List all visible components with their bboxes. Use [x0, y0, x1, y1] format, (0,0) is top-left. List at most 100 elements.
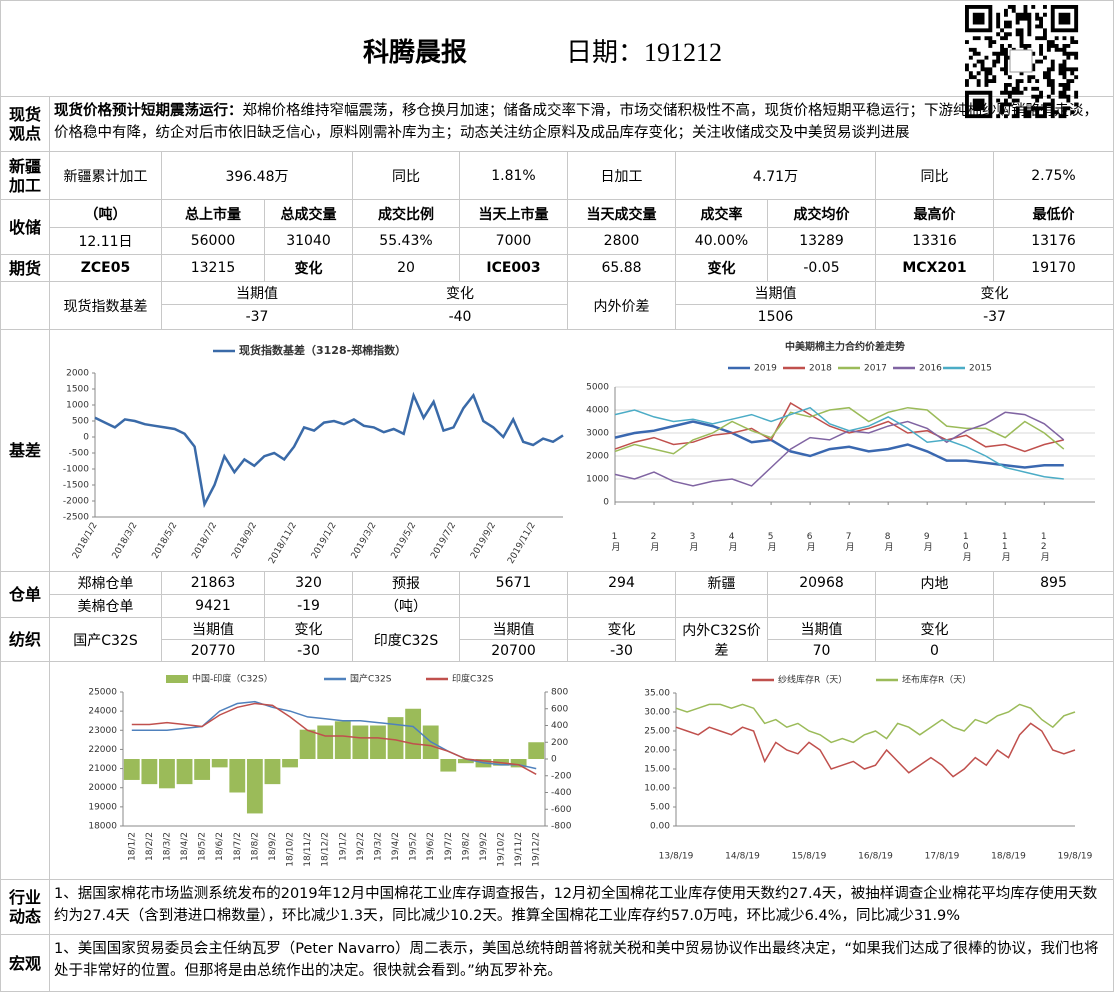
- x-tick-label: 18/2/2: [145, 832, 155, 861]
- x-tick-label: 2月: [649, 532, 660, 552]
- x-tick-label: 1月: [610, 532, 621, 552]
- x-tick-label: 19/1/2: [338, 832, 348, 861]
- y-tick-label: 5000: [586, 383, 609, 393]
- table-cell: -30: [265, 640, 353, 662]
- y-tick-label: 1000: [586, 475, 609, 485]
- qr-logo: [1009, 49, 1033, 73]
- table-cell: 变化: [676, 255, 768, 282]
- table-cell: 成交比例: [353, 200, 460, 228]
- y2-tick-label: -800: [551, 822, 572, 832]
- series-line: [94, 391, 564, 509]
- bar: [440, 759, 457, 772]
- x-tick-label: 15/8/19: [792, 852, 827, 862]
- x-tick-label: 10月: [961, 532, 972, 562]
- x-tick-label: 19/9/2: [479, 832, 489, 861]
- x-tick-label: 2018/9/2: [230, 521, 259, 561]
- x-tick-label: 19/7/2: [444, 832, 454, 861]
- legend-label: 纱线库存R（天）: [778, 674, 847, 686]
- table-cell: 396.48万: [162, 152, 353, 200]
- y-tick-label: 20000: [88, 783, 117, 793]
- y-tick-label: 20.00: [644, 746, 670, 756]
- series-line: [614, 406, 1065, 455]
- x-tick-label: 18/1/2: [127, 832, 137, 861]
- y-tick-label: -1500: [63, 481, 89, 491]
- legend-label: 2015: [969, 364, 992, 374]
- legend-label: 2019: [754, 364, 777, 374]
- table-cell: 最高价: [876, 200, 994, 228]
- table-cell: 内外C32S价差: [676, 618, 768, 662]
- y-tick-label: 0: [603, 498, 609, 508]
- series-line: [614, 411, 1065, 487]
- table-cell: [768, 595, 876, 618]
- table-cell: 4.71万: [676, 152, 876, 200]
- table-cell: 55.43%: [353, 228, 460, 255]
- table-cell: 变化: [265, 255, 353, 282]
- table-cell: 0: [876, 640, 994, 662]
- series-line: [675, 722, 1076, 778]
- y2-tick-label: -200: [551, 771, 572, 781]
- table-cell: 13215: [162, 255, 265, 282]
- table-cell: 当期值: [460, 618, 568, 640]
- table-cell: 郑棉仓单: [50, 572, 162, 595]
- chart-title: 中美期棉主力合约价差走势: [785, 340, 905, 353]
- x-tick-label: 16/8/19: [858, 852, 893, 862]
- x-tick-label: 12月: [1039, 532, 1050, 562]
- table-cell: -40: [353, 305, 568, 330]
- y-tick-label: -500: [69, 449, 90, 459]
- x-tick-label: 18/3/2: [162, 832, 172, 861]
- table-cell: 20770: [162, 640, 265, 662]
- bar: [405, 708, 422, 759]
- x-tick-label: 19/2/2: [356, 832, 366, 861]
- table-cell: 13316: [876, 228, 994, 255]
- x-tick-label: 19/12/2: [532, 832, 542, 867]
- table-cell: MCX201: [876, 255, 994, 282]
- bar: [317, 725, 334, 759]
- table-cell: 12.11日: [50, 228, 162, 255]
- table-cell: 65.88: [568, 255, 676, 282]
- text: 现货价格预计短期震荡运行：: [54, 103, 243, 119]
- legend-label: 2018: [809, 364, 832, 374]
- table-cell: 20700: [460, 640, 568, 662]
- table-cell: 同比: [876, 152, 994, 200]
- table-cell: -30: [568, 640, 676, 662]
- table-cell: 294: [568, 572, 676, 595]
- x-tick-label: 18/10/2: [286, 832, 296, 867]
- section-label: 行业动态: [0, 880, 50, 935]
- legend-label: 2016: [919, 364, 942, 374]
- bar: [299, 729, 316, 759]
- spot-view: 现货价格预计短期震荡运行：郑棉价格维持窄幅震荡，移仓换月加速；储备成交率下滑，市…: [50, 97, 1114, 152]
- table-cell: 变化: [265, 618, 353, 640]
- table-cell: -19: [265, 595, 353, 618]
- y2-tick-label: 200: [551, 738, 568, 748]
- table-cell: 70: [768, 640, 876, 662]
- table-cell: 美棉仓单: [50, 595, 162, 618]
- bar: [370, 725, 386, 759]
- x-tick-label: 18/9/2: [268, 832, 278, 861]
- table-cell: 9421: [162, 595, 265, 618]
- table-cell: 20968: [768, 572, 876, 595]
- y-tick-label: 10.00: [644, 784, 670, 794]
- x-tick-label: 2019/3/2: [350, 521, 379, 561]
- table-cell: 7000: [460, 228, 568, 255]
- series-line: [131, 702, 537, 775]
- x-tick-label: 2018/5/2: [151, 521, 180, 561]
- x-tick-label: 18/7/2: [233, 832, 243, 861]
- y2-tick-label: 0: [551, 755, 557, 765]
- x-tick-label: 2018/7/2: [190, 521, 219, 561]
- bar: [159, 759, 175, 789]
- legend-swatch: [166, 675, 188, 683]
- series-line: [614, 420, 1064, 469]
- x-tick-label: 2019/5/2: [390, 521, 419, 561]
- x-tick-label: 2018/1/2: [71, 521, 100, 561]
- y-tick-label: 35.00: [644, 689, 670, 699]
- bar: [387, 717, 404, 759]
- table-cell: 国产C32S: [50, 618, 162, 662]
- y-tick-label: 0: [83, 433, 89, 443]
- x-tick-label: 9月: [922, 532, 933, 552]
- table-cell: 21863: [162, 572, 265, 595]
- table-cell: -37: [162, 305, 353, 330]
- table-cell: -0.05: [768, 255, 876, 282]
- y-tick-label: -1000: [63, 465, 89, 475]
- table-cell: 当期值: [162, 282, 353, 305]
